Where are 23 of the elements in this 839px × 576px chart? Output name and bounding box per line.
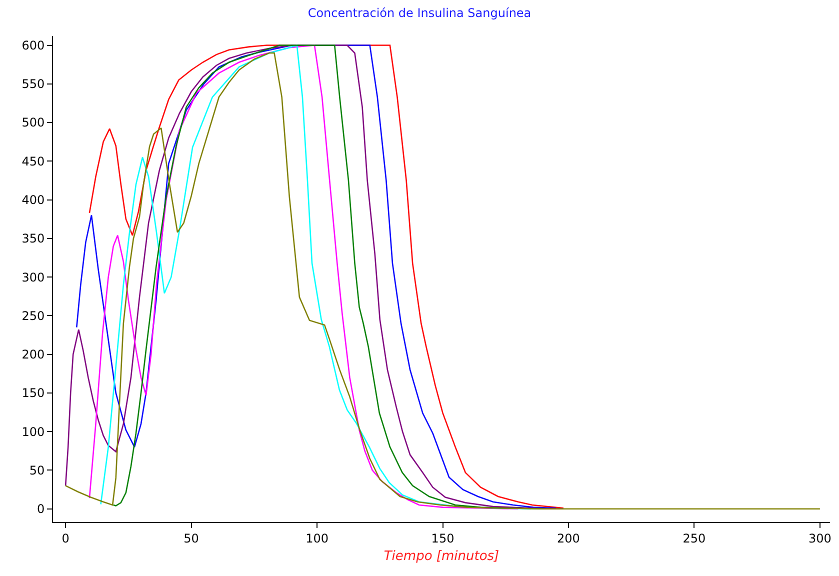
y-tick-label: 100 [22, 424, 45, 439]
x-tick-label: 300 [808, 531, 832, 546]
y-tick-label: 600 [22, 38, 45, 52]
chart-title: Concentración de Insulina Sanguínea [308, 6, 532, 20]
x-axis-title: Tiempo [minutos] [384, 549, 500, 564]
y-tick-label: 0 [36, 502, 45, 516]
x-tick-label: 200 [557, 531, 580, 546]
y-tick-label: 550 [22, 77, 45, 92]
line-series [64, 52, 821, 510]
y-tick-label: 400 [22, 193, 45, 207]
y-tick-label: 50 [29, 463, 45, 478]
y-tick-label: 250 [22, 308, 45, 323]
x-tick-label: 0 [62, 531, 70, 546]
y-tick-label: 300 [22, 270, 45, 284]
y-tick-label: 500 [22, 116, 45, 130]
y-tick-label: 150 [22, 386, 45, 400]
y-tick-label: 350 [22, 232, 45, 246]
y-tick-label: 200 [22, 348, 45, 362]
y-tick-label: 450 [22, 154, 45, 168]
x-tick-label: 250 [682, 531, 706, 546]
x-tick-label: 100 [306, 531, 328, 546]
x-tick-label: 150 [431, 531, 454, 546]
x-tick-label: 50 [184, 531, 199, 546]
